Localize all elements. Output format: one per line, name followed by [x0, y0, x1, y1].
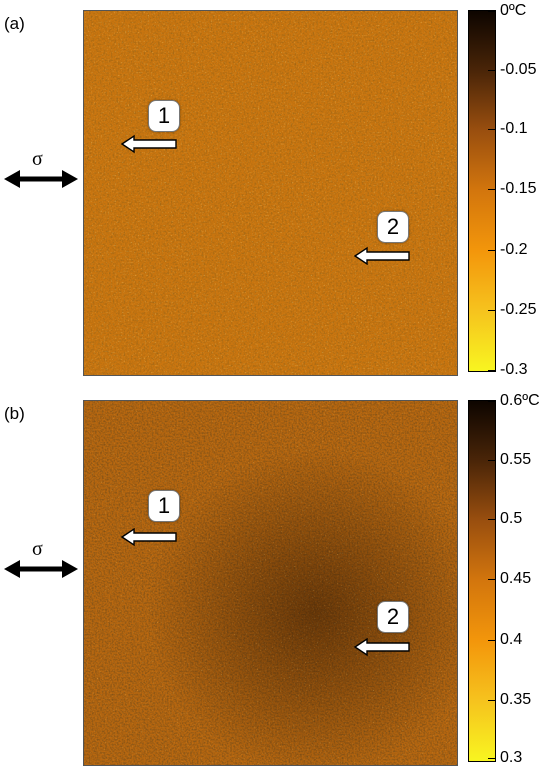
thermal-image	[83, 10, 458, 376]
thermal-panel-b: (b) σ	[0, 390, 555, 770]
thermal-image	[83, 400, 458, 766]
sigma-label: σ	[32, 148, 43, 170]
marker-badge: 2	[377, 601, 409, 633]
colorbar-tick: 0.45	[487, 570, 532, 587]
colorbar-tick: -0.2	[488, 241, 528, 258]
thermal-panel-a: (a) σ 1	[0, 0, 555, 380]
colorbar-tick: 0.6ºC	[488, 392, 540, 409]
arrow-left-icon	[120, 134, 177, 154]
colorbar-tick: 0.35	[487, 691, 532, 708]
sigma-label: σ	[32, 538, 43, 560]
stress-direction: σ	[4, 538, 80, 584]
stress-direction: σ	[4, 148, 80, 194]
colorbar-tick: -0.05	[487, 61, 537, 78]
colorbar-tick: 0.3	[487, 749, 523, 766]
colorbar-tick: 0ºC	[487, 2, 527, 19]
colorbar-tick: -0.15	[487, 180, 537, 197]
double-arrow-icon	[4, 170, 78, 188]
panel-label: (a)	[4, 14, 25, 33]
arrow-left-icon	[353, 637, 410, 657]
colorbar-tick: -0.3	[488, 361, 528, 378]
arrow-left-icon	[120, 527, 177, 547]
marker-badge: 1	[148, 490, 180, 522]
double-arrow-icon	[4, 560, 78, 578]
colorbar	[468, 400, 496, 762]
marker-badge: 1	[148, 100, 180, 132]
colorbar-tick: -0.1	[488, 120, 528, 137]
marker-badge: 2	[377, 211, 409, 243]
colorbar-tick: -0.25	[487, 301, 537, 318]
colorbar	[468, 10, 496, 372]
colorbar-tick: 0.4	[487, 631, 523, 648]
colorbar-tick: 0.5	[487, 510, 523, 527]
panel-label: (b)	[4, 404, 25, 423]
arrow-left-icon	[353, 246, 410, 266]
colorbar-tick: 0.55	[487, 451, 532, 468]
